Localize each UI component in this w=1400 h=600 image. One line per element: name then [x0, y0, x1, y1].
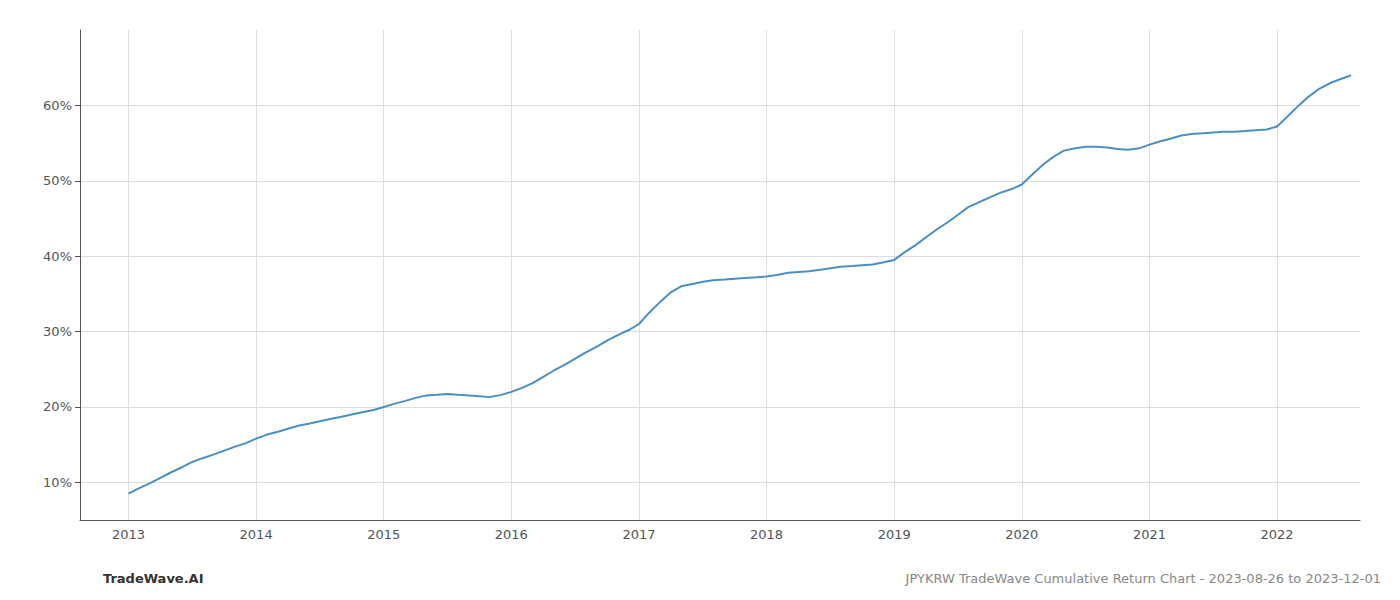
svg-text:2021: 2021 — [1133, 527, 1166, 542]
svg-text:20%: 20% — [43, 399, 72, 414]
svg-text:60%: 60% — [43, 98, 72, 113]
svg-text:JPYKRW TradeWave Cumulative Re: JPYKRW TradeWave Cumulative Return Chart… — [905, 571, 1381, 586]
svg-text:2016: 2016 — [495, 527, 528, 542]
svg-text:2022: 2022 — [1261, 527, 1294, 542]
svg-text:2014: 2014 — [240, 527, 273, 542]
svg-text:TradeWave.AI: TradeWave.AI — [103, 571, 204, 586]
svg-text:2013: 2013 — [112, 527, 145, 542]
svg-text:2019: 2019 — [878, 527, 911, 542]
svg-text:2020: 2020 — [1005, 527, 1038, 542]
svg-text:2017: 2017 — [622, 527, 655, 542]
svg-text:2015: 2015 — [367, 527, 400, 542]
svg-text:2018: 2018 — [750, 527, 783, 542]
svg-text:10%: 10% — [43, 475, 72, 490]
svg-text:50%: 50% — [43, 173, 72, 188]
svg-text:40%: 40% — [43, 249, 72, 264]
svg-text:30%: 30% — [43, 324, 72, 339]
